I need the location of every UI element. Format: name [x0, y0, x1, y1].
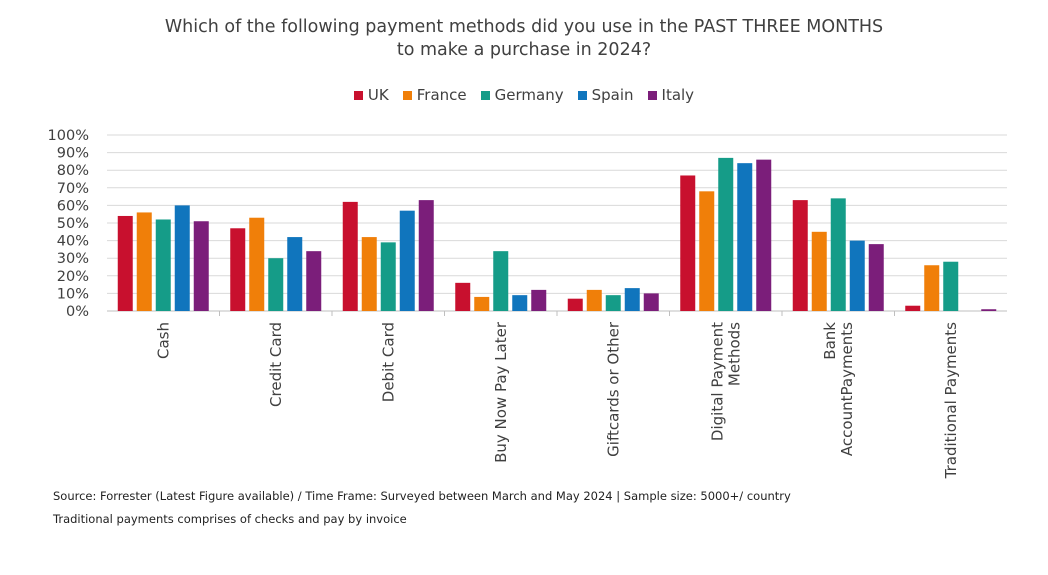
bar-germany — [380, 242, 396, 311]
legend-item-uk: UK — [353, 86, 389, 104]
y-tick-label: 100% — [48, 128, 89, 144]
x-category-label-line: Debit Card — [379, 322, 397, 402]
bar-spain — [737, 163, 753, 311]
x-category-label-line: Giftcards or Other — [604, 321, 622, 457]
bar-spain — [512, 295, 528, 311]
legend-label: France — [416, 86, 467, 104]
bar-germany — [943, 261, 959, 311]
x-category-label: Credit Card — [267, 322, 285, 407]
x-category-label: Digital PaymentMethods — [708, 322, 743, 441]
bar-uk — [792, 200, 808, 311]
bar-uk — [455, 282, 471, 311]
legend-swatch — [480, 90, 490, 100]
legend-swatch — [353, 90, 363, 100]
bar-uk — [342, 201, 358, 311]
legend-swatch — [402, 90, 412, 100]
x-category-label: Traditional Payments — [942, 322, 960, 480]
legend-item-france: France — [402, 86, 467, 104]
x-category-label-line: AccountPayments — [838, 322, 856, 456]
bar-uk — [117, 215, 133, 311]
bar-italy — [306, 251, 322, 311]
y-tick-label: 0% — [66, 304, 89, 320]
legend-item-germany: Germany — [480, 86, 564, 104]
source-note: Source: Forrester (Latest Figure availab… — [53, 489, 791, 503]
x-category-label-line: Cash — [154, 322, 172, 359]
legend-label: Spain — [591, 86, 634, 104]
bar-france — [249, 217, 265, 311]
legend-label: Italy — [661, 86, 695, 104]
legend-label: UK — [367, 86, 389, 104]
bar-germany — [493, 251, 509, 311]
legend-item-spain: Spain — [577, 86, 634, 104]
y-tick-label: 80% — [57, 163, 89, 179]
x-category-label-line: Digital Payment — [708, 322, 726, 441]
bar-france — [811, 231, 827, 311]
bar-italy — [756, 159, 772, 311]
x-category-label: Cash — [154, 322, 172, 359]
y-tick-label: 30% — [57, 251, 89, 267]
y-tick-label: 10% — [57, 286, 89, 302]
bar-italy — [418, 200, 434, 311]
y-tick-label: 40% — [57, 234, 89, 250]
bar-france — [924, 265, 940, 311]
bar-uk — [567, 298, 583, 311]
x-category-label: BankAccountPayments — [821, 322, 856, 456]
bar-france — [361, 237, 377, 311]
legend-swatch — [647, 90, 657, 100]
bar-france — [699, 191, 715, 311]
y-tick-label: 60% — [57, 198, 89, 214]
x-category-label-line: Methods — [725, 322, 743, 386]
x-category-label-line: Credit Card — [267, 322, 285, 407]
x-category-label-line: Traditional Payments — [942, 322, 960, 480]
y-tick-label: 20% — [57, 269, 89, 285]
bar-spain — [849, 240, 865, 311]
bar-germany — [155, 219, 171, 311]
y-tick-label: 70% — [57, 181, 89, 197]
bar-germany — [605, 295, 621, 311]
chart-title-line-2: to make a purchase in 2024? — [396, 40, 652, 60]
bar-italy — [643, 293, 659, 311]
bar-italy — [868, 244, 884, 311]
chart-title: Which of the following payment methods d… — [0, 16, 1048, 62]
bar-spain — [624, 288, 640, 311]
chart-legend: UK France Germany Spain Italy — [0, 86, 1048, 104]
bar-italy — [531, 289, 547, 311]
bar-france — [586, 289, 602, 311]
bar-germany — [268, 258, 284, 311]
bar-italy — [193, 221, 209, 311]
bar-italy — [981, 309, 997, 311]
bar-uk — [905, 305, 921, 311]
bar-spain — [174, 205, 190, 311]
legend-item-italy: Italy — [647, 86, 695, 104]
chart-title-line-1: Which of the following payment methods d… — [164, 17, 884, 37]
bar-spain — [399, 210, 415, 311]
legend-swatch — [577, 90, 587, 100]
bar-germany — [830, 198, 846, 311]
bar-uk — [230, 228, 246, 311]
bar-uk — [680, 175, 696, 311]
x-category-label: Buy Now Pay Later — [492, 321, 510, 463]
x-category-label: Debit Card — [379, 322, 397, 402]
footnote: Traditional payments comprises of checks… — [53, 512, 407, 526]
bar-spain — [287, 237, 303, 311]
bar-france — [136, 212, 152, 311]
bar-france — [474, 296, 490, 311]
y-tick-label: 90% — [57, 146, 89, 162]
bar-germany — [718, 157, 734, 311]
x-category-label: Giftcards or Other — [604, 321, 622, 457]
x-category-label-line: Buy Now Pay Later — [492, 321, 510, 463]
legend-label: Germany — [494, 86, 564, 104]
x-category-label-line: Bank — [821, 322, 839, 360]
y-tick-label: 50% — [57, 216, 89, 232]
